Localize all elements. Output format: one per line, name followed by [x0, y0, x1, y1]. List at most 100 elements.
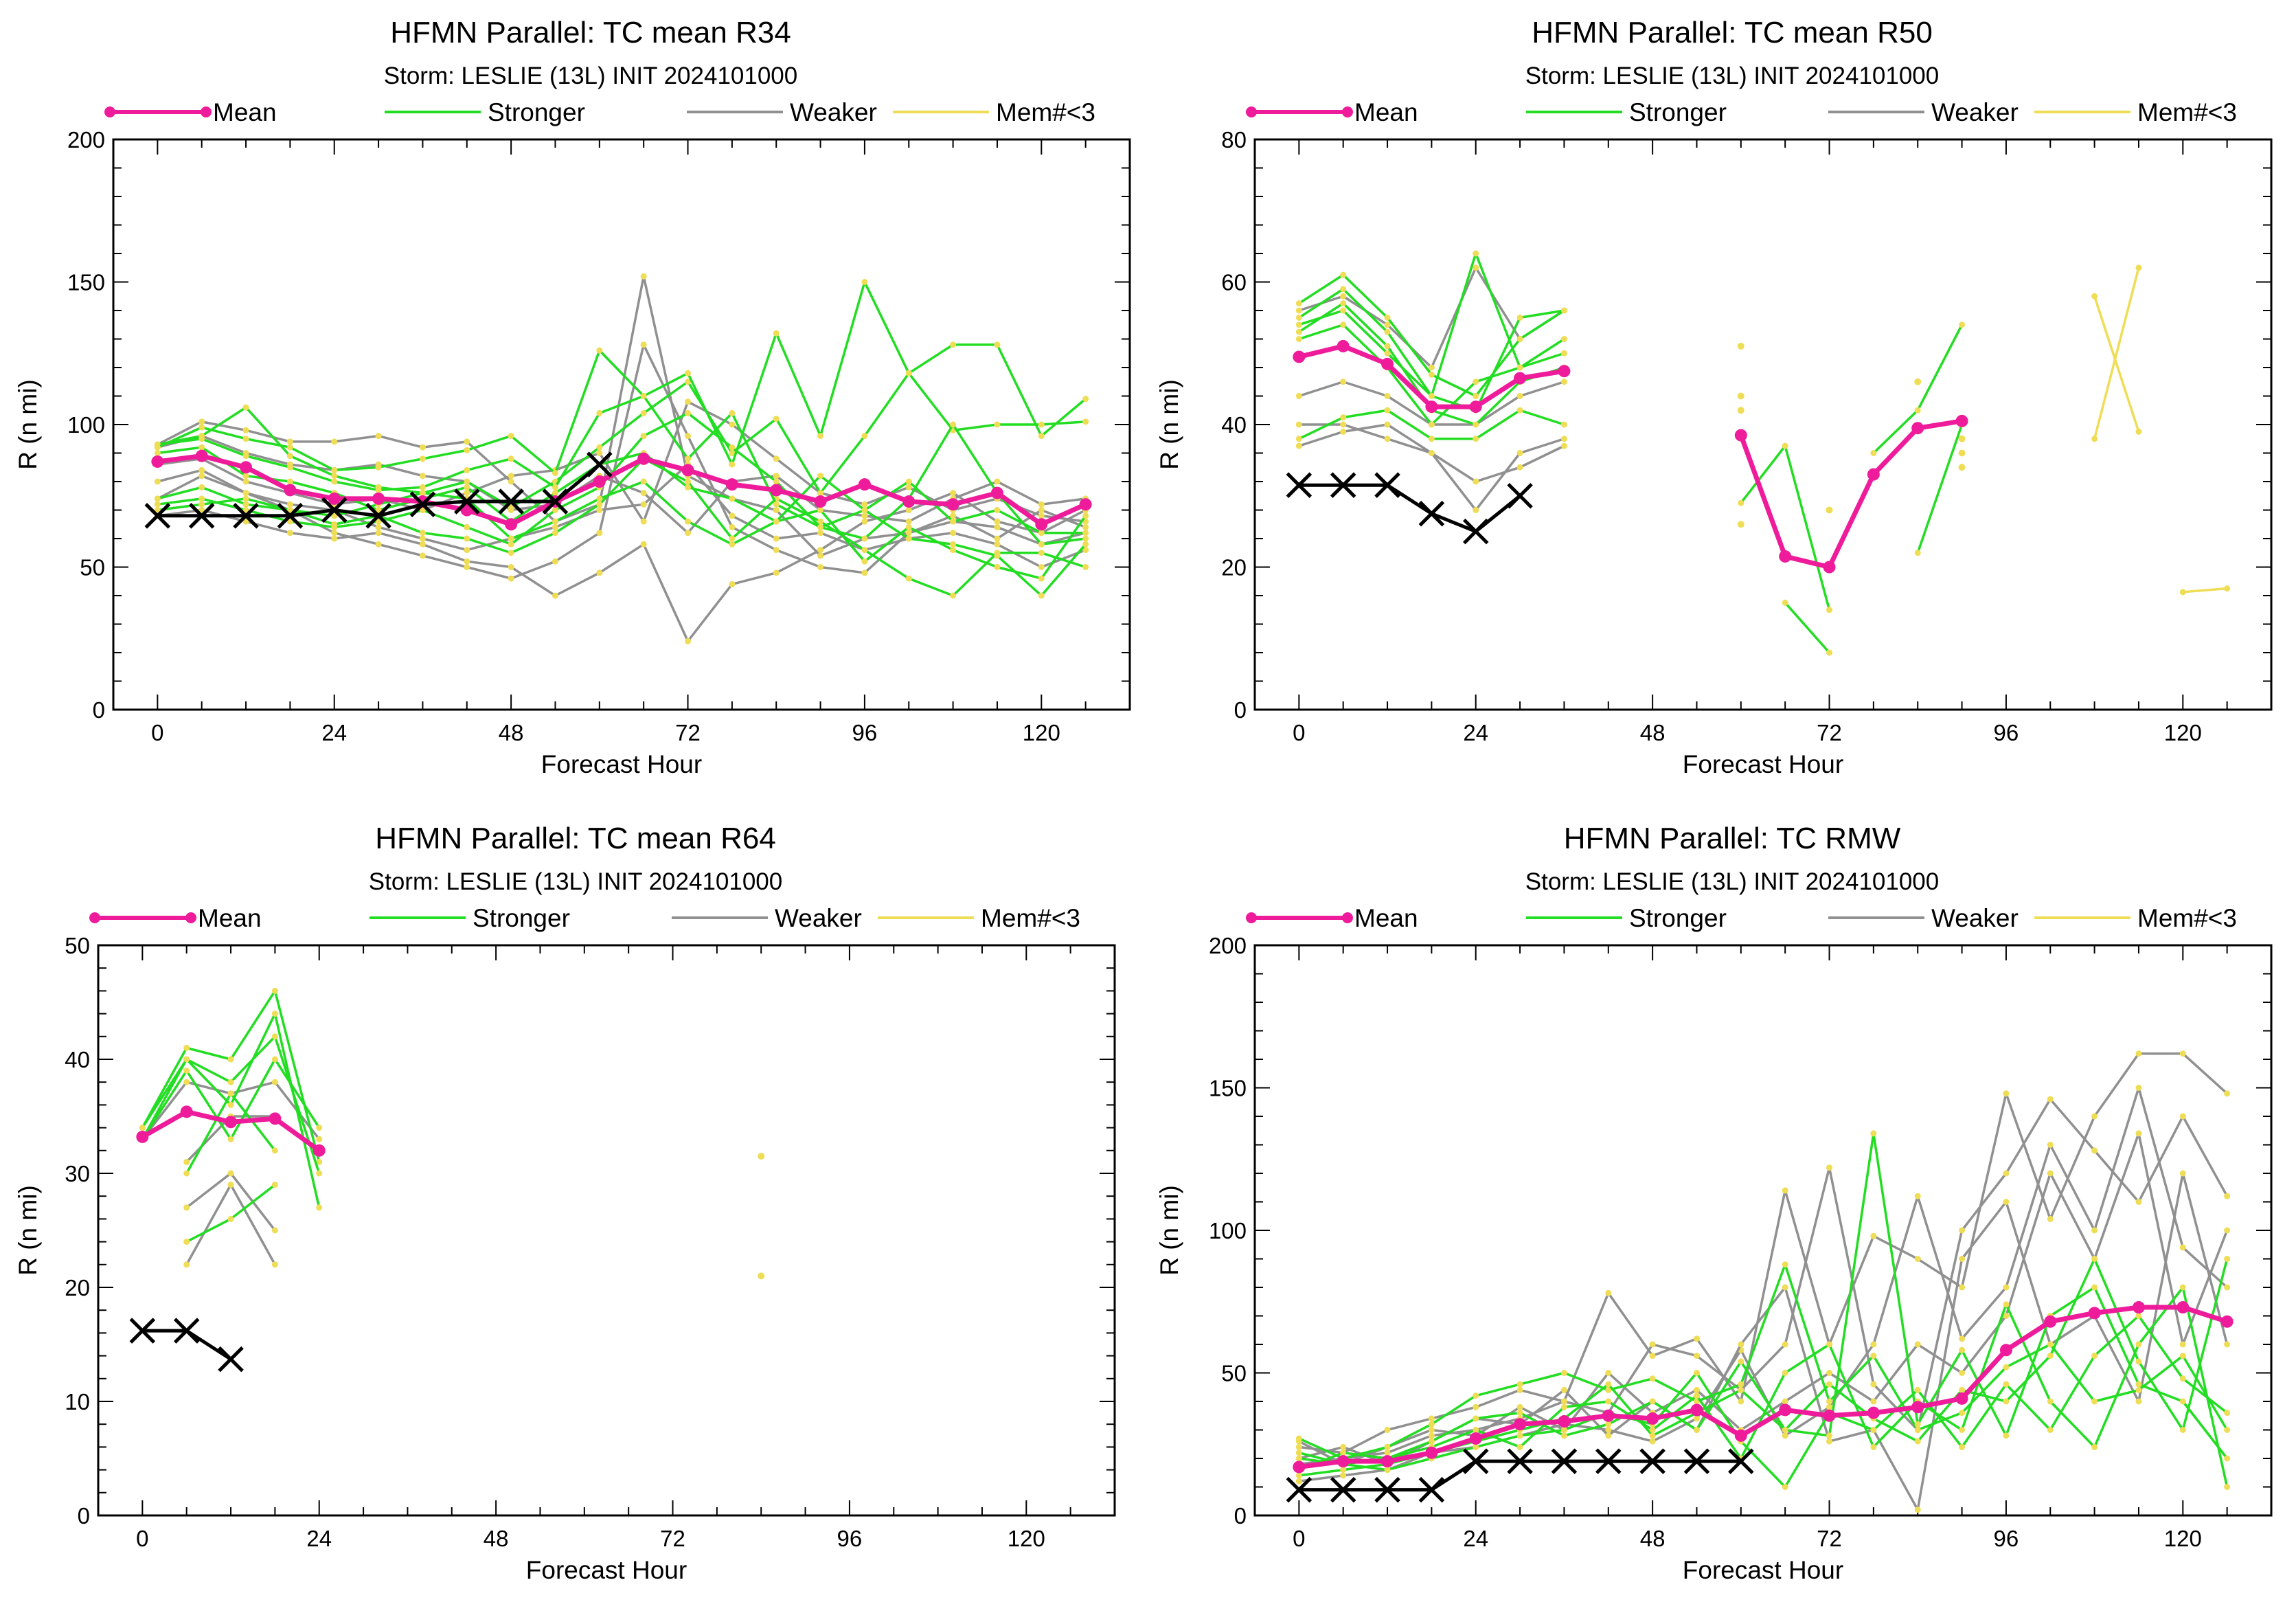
mem-lt3-line-point: [2179, 589, 2186, 596]
weaker-member-line-point: [183, 1204, 190, 1211]
stronger-member-line-point: [1428, 1438, 1435, 1445]
stronger-member-line-point: [2135, 1341, 2142, 1348]
stronger-member-line-point: [2135, 1386, 2142, 1393]
stronger-member-line-point: [286, 444, 293, 451]
weaker-member-line-point: [2179, 1244, 2186, 1251]
weaker-member-line-point: [1340, 428, 1347, 435]
mean-point: [1911, 1401, 1924, 1414]
stronger-member-line-point: [905, 523, 912, 530]
panel-subtitle: Storm: LESLIE (13L) INIT 2024101000: [369, 868, 783, 895]
stronger-member-line-point: [183, 1056, 190, 1063]
observed-line: [142, 1329, 232, 1361]
mean-point: [2220, 1315, 2234, 1328]
x-tick-label: 120: [2164, 720, 2202, 745]
stronger-member-line-point: [2091, 1398, 2098, 1405]
member-point: [758, 1153, 765, 1160]
stronger-member-line-point: [1473, 379, 1479, 385]
member-point: [1737, 407, 1744, 414]
weaker-member-line-point: [227, 1182, 234, 1188]
stronger-member-line-point: [419, 530, 426, 537]
weaker-member-line-point: [552, 558, 558, 565]
stronger-member-line-point: [1959, 1386, 1966, 1393]
weaker-member-line-point: [183, 1261, 190, 1268]
stronger-member-line-point: [596, 501, 603, 508]
stronger-member-line-point: [773, 478, 780, 485]
weaker-member-line-point: [1516, 393, 1523, 399]
stronger-member-line-point: [729, 541, 736, 548]
y-tick-label: 50: [1221, 1361, 1247, 1386]
observed-marker: [1639, 1448, 1666, 1474]
stronger-member-line-point: [1560, 1403, 1567, 1410]
mean-point: [328, 492, 341, 505]
stronger-member-line-point: [242, 501, 249, 508]
weaker-member-line-point: [2091, 1147, 2098, 1154]
stronger-member-line-point: [773, 330, 780, 337]
weaker-member-line-point: [1295, 421, 1302, 428]
weaker-member-line-point: [1340, 293, 1347, 300]
member-point: [1958, 449, 1966, 457]
x-tick-label: 96: [1994, 720, 2019, 745]
stronger-member-line-point: [817, 490, 824, 497]
stronger-member-line-point: [183, 1239, 190, 1245]
stronger-member-line-point: [1826, 1398, 1833, 1405]
stronger-member-line-point: [905, 535, 912, 542]
stronger-member-line-point: [1649, 1432, 1656, 1439]
stronger-member-line-point: [1038, 433, 1045, 440]
member-point: [1737, 392, 1744, 400]
weaker-member-line-point: [1340, 1443, 1347, 1450]
weaker-member-line-point: [640, 501, 647, 508]
y-axis: 0 20 40 60 80: [1221, 127, 2271, 723]
observed-marker: [1374, 1476, 1400, 1503]
stronger-member-line-point: [950, 547, 957, 554]
stronger-member-line-point: [464, 523, 470, 530]
weaker-member-line-point: [183, 1158, 190, 1165]
stronger-member-line-point: [994, 564, 1001, 570]
stronger-member-line-point: [242, 404, 249, 411]
legend-label-0: Mean: [213, 98, 277, 126]
stronger-member-line-point: [685, 518, 692, 525]
member-point: [1958, 435, 1966, 442]
observed-marker: [1330, 1476, 1356, 1503]
x-tick-label: 120: [1023, 720, 1060, 745]
stronger-member-line-point: [1826, 649, 1833, 656]
weaker-member-line-point: [198, 473, 205, 480]
mean-point: [505, 518, 518, 531]
stronger-member-line-point: [1038, 575, 1045, 582]
stronger-member-line-point: [685, 370, 692, 376]
stronger-member-line-point: [1340, 1467, 1347, 1474]
stronger-member-line-point: [1340, 414, 1347, 421]
weaker-member-line-point: [1473, 1403, 1479, 1410]
weaker-member-line-point: [1560, 442, 1567, 449]
stronger-member-line-point: [271, 987, 278, 994]
y-tick-label: 100: [67, 412, 105, 438]
weaker-member-line-point: [994, 541, 1001, 548]
weaker-member-line-point: [331, 535, 338, 542]
stronger-member-line: [157, 349, 1086, 546]
weaker-member-line-point: [773, 569, 780, 576]
stronger-member-line-point: [2047, 1427, 2054, 1433]
stronger-member-line-point: [1649, 1375, 1656, 1382]
stronger-member-line: [141, 1012, 321, 1208]
stronger-member-line-point: [1295, 322, 1302, 328]
observed-marker: [1418, 500, 1445, 527]
weaker-member-line-point: [1959, 1335, 1966, 1342]
weaker-member-line-point: [773, 455, 780, 462]
mean-line: [1298, 1305, 2228, 1469]
stronger-member-line-point: [1914, 1386, 1921, 1393]
weaker-member-line-point: [2091, 1227, 2098, 1234]
stronger-member-line-point: [729, 444, 736, 451]
y-tick-label: 0: [1234, 697, 1247, 723]
weaker-member-line-point: [685, 638, 692, 644]
weaker-member-line-point: [1959, 1370, 1966, 1376]
stronger-member-line-point: [183, 1044, 190, 1051]
stronger-member-line-point: [1560, 350, 1567, 357]
stronger-member-line-point: [994, 341, 1001, 348]
observed-line: [1299, 1459, 1741, 1492]
stronger-member-line-point: [2091, 1284, 2098, 1291]
panel-r64: HFMN Parallel: TC mean R64 Storm: LESLIE…: [14, 822, 1116, 1584]
stronger-member-line-point: [1295, 336, 1302, 342]
weaker-member-line-point: [1693, 1386, 1700, 1393]
weaker-member-line-point: [905, 530, 912, 537]
y-tick-label: 40: [1221, 412, 1247, 438]
stronger-member-line-point: [1473, 1427, 1479, 1433]
